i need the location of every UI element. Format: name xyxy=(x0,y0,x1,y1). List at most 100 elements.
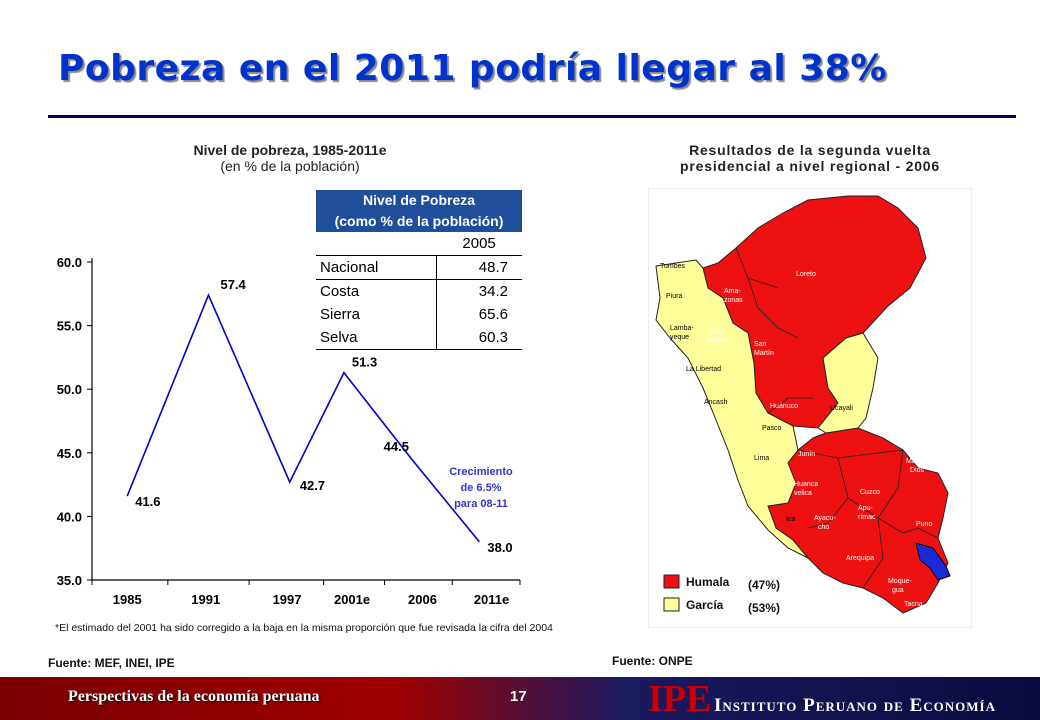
region-label: Ancash xyxy=(704,399,727,406)
map-region-labels: Tumbes Piura Lamba- yeque Caja- marca Am… xyxy=(660,263,936,608)
data-label: 51.3 xyxy=(352,355,377,370)
table-row: Selva 60.3 xyxy=(316,326,522,350)
map-region-yellow-coast xyxy=(655,259,809,559)
map-title-line2: presidencial a nivel regional - 2006 xyxy=(680,158,940,174)
left-chart-title: Nivel de pobreza, 1985-2011e xyxy=(193,142,387,158)
map-title-line1: Resultados de la segunda vuelta xyxy=(689,142,931,158)
row-value: 34.2 xyxy=(435,279,522,303)
region-label: Ucayali xyxy=(830,405,853,412)
table-row: Nacional 48.7 xyxy=(316,255,522,280)
region-label: Piura xyxy=(666,293,682,300)
left-chart-subtitle: (en % de la población) xyxy=(220,158,360,174)
legend-label-garcia: García xyxy=(686,598,724,612)
region-label: gua xyxy=(892,587,904,594)
y-tick-label: 50.0 xyxy=(57,382,82,397)
page-number: 17 xyxy=(510,688,527,705)
region-label: marca xyxy=(708,337,728,344)
y-tick-label: 35.0 xyxy=(57,573,82,588)
data-label: 42.7 xyxy=(300,478,325,493)
map-region-blue xyxy=(915,542,951,581)
data-label: 41.6 xyxy=(135,494,160,509)
region-label: Cuzco xyxy=(860,489,880,496)
region-label: Lima xyxy=(754,455,769,462)
poverty-line-chart: 35.0 40.0 45.0 50.0 55.0 60.0 1985 1991 1997 2001… xyxy=(57,255,521,607)
region-label: Puno xyxy=(916,521,932,528)
poverty-table: Nivel de Pobreza (como % de la población… xyxy=(316,190,522,350)
map-internal-borders xyxy=(735,247,939,589)
table-header-line2: (como % de la población) xyxy=(316,211,522,232)
region-label: Madre de xyxy=(906,458,936,465)
region-label: Tacna xyxy=(904,601,923,608)
table-year: 2005 xyxy=(436,232,522,256)
region-label: rímac xyxy=(858,514,876,521)
chart-footnote: *El estimado del 2001 ha sido corregido … xyxy=(55,622,553,634)
growth-annotation: Crecimiento xyxy=(449,466,513,478)
region-label: Ama- xyxy=(724,288,741,295)
poverty-series-line xyxy=(126,293,480,543)
legend-pct-garcia: (53%) xyxy=(748,601,780,615)
legend-pct-humala: (47%) xyxy=(748,578,780,592)
region-label: yeque xyxy=(670,334,689,341)
data-label: 44.5 xyxy=(384,439,409,454)
legend-swatch-garcia xyxy=(663,597,680,612)
region-label: Pasco xyxy=(762,425,782,432)
region-label: Apu- xyxy=(858,505,873,512)
region-label: Tumbes xyxy=(660,263,686,270)
region-label: Moque- xyxy=(888,578,912,585)
row-label: Sierra xyxy=(320,306,361,323)
peru-election-map: Tumbes Piura Lamba- yeque Caja- marca Am… xyxy=(648,188,972,628)
row-label: Selva xyxy=(320,329,358,346)
y-tick-label: 40.0 xyxy=(57,509,82,524)
y-tick-label: 45.0 xyxy=(57,446,82,461)
region-label: La Libertad xyxy=(686,366,721,373)
footer-bar xyxy=(0,677,1040,720)
region-label: Ayacu- xyxy=(814,515,836,522)
region-label: Loreto xyxy=(796,271,816,278)
right-source: Fuente: ONPE xyxy=(612,654,693,668)
institute-name: Instituto Peruano de Economía xyxy=(714,695,996,716)
row-value: 65.6 xyxy=(435,303,522,326)
x-tick-label: 2001e xyxy=(334,592,370,607)
region-label: cho xyxy=(818,524,829,531)
x-tick-label: 2011e xyxy=(474,592,509,607)
growth-annotation: para 08-11 xyxy=(454,498,508,510)
growth-annotation: de 6.5% xyxy=(461,482,502,494)
x-tick-label: 1997 xyxy=(273,592,302,607)
left-chart-title-block: Nivel de pobreza, 1985-2011e (en % de la… xyxy=(140,142,440,174)
legend-swatch-humala xyxy=(663,574,680,589)
y-tick-label: 55.0 xyxy=(57,319,82,334)
region-label: Huánuco xyxy=(770,403,798,410)
table-row: Costa 34.2 xyxy=(316,279,522,303)
region-label: velica xyxy=(794,490,812,497)
region-label: Arequipa xyxy=(846,555,874,562)
map-region-yellow-ucayali xyxy=(817,332,879,434)
x-tick-label: 2006 xyxy=(408,592,437,607)
x-tick-label: 1991 xyxy=(191,592,220,607)
region-label: Junín xyxy=(798,451,815,458)
x-tick-label: 1985 xyxy=(113,592,142,607)
region-label: San xyxy=(754,341,767,348)
table-row: Sierra 65.6 xyxy=(316,303,522,326)
region-label: zonas xyxy=(724,297,743,304)
row-label: Nacional xyxy=(320,259,379,276)
region-label: Lamba- xyxy=(670,325,694,332)
map-legend: Humala (47%) García (53%) xyxy=(663,574,780,615)
row-value: 60.3 xyxy=(435,326,522,350)
region-label: Dios xyxy=(910,467,925,474)
data-label: 38.0 xyxy=(487,540,512,555)
left-source: Fuente: MEF, INEI, IPE xyxy=(48,656,175,670)
y-tick-label: 60.0 xyxy=(57,255,82,270)
page-title: Pobreza en el 2011 podría llegar al 38% xyxy=(58,48,887,89)
region-label: Huanca xyxy=(794,481,818,488)
title-divider xyxy=(48,115,1016,118)
region-label: Martín xyxy=(754,350,774,357)
region-label: Caja- xyxy=(708,328,725,335)
table-header-line1: Nivel de Pobreza xyxy=(316,190,522,211)
map-title-block: Resultados de la segunda vuelta presiden… xyxy=(612,142,1008,174)
row-value: 48.7 xyxy=(435,255,522,280)
legend-label-humala: Humala xyxy=(686,575,730,589)
data-label: 57.4 xyxy=(220,277,246,292)
footer-left-text: Perspectivas de la economía peruana xyxy=(68,688,320,705)
row-label: Costa xyxy=(316,279,437,303)
region-label: Ica xyxy=(786,516,795,523)
